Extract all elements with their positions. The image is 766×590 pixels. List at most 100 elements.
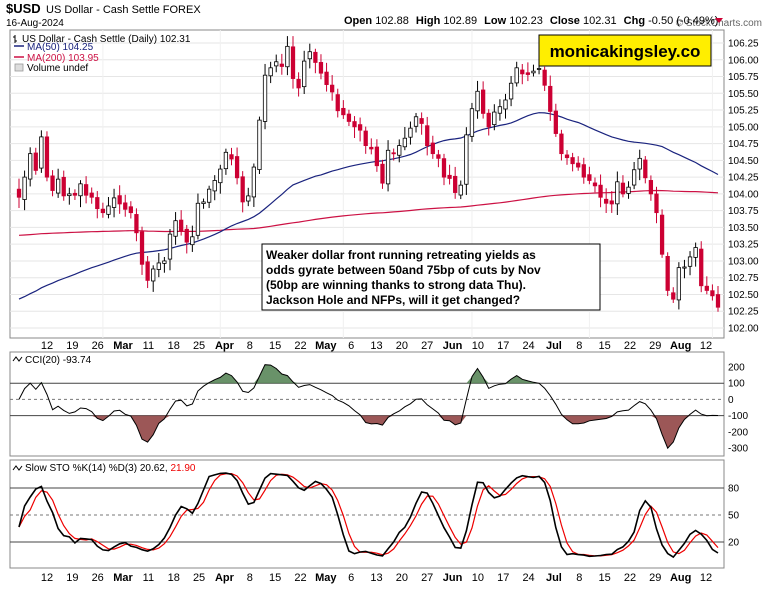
candle-body [56, 178, 61, 194]
x-tick-label-top: 24 [522, 340, 534, 352]
candle-body [665, 256, 670, 291]
candle-body [531, 70, 536, 74]
candle-body [100, 208, 106, 214]
price-y-tick: 104.75 [728, 139, 759, 150]
candle-body [587, 174, 592, 181]
price-y-tick: 103.00 [728, 256, 759, 267]
x-tick-label-top: 22 [624, 340, 636, 352]
price-y-tick: 106.00 [728, 55, 759, 66]
candle-body [357, 124, 363, 131]
price-y-tick: 103.50 [728, 223, 759, 234]
candle-body [408, 127, 413, 138]
x-tick-label-bottom: 8 [576, 572, 582, 584]
candle-body [402, 137, 407, 148]
x-tick-label-top: 29 [649, 340, 661, 352]
cci-y-tick: 0 [728, 395, 734, 406]
candle-body [22, 176, 27, 200]
x-tick-label-top: 18 [168, 340, 180, 352]
candle-body [352, 121, 357, 128]
candle-body [710, 290, 715, 297]
sto-panel [9, 459, 725, 569]
candle-body [481, 89, 486, 114]
candle-body [492, 111, 497, 126]
x-tick-label-top: 6 [348, 340, 354, 352]
candle-body [363, 130, 368, 146]
x-tick-label-bottom: 25 [193, 572, 205, 584]
candle-body [156, 262, 161, 270]
x-tick-label-top: 26 [92, 340, 104, 352]
sto-label: Slow STO %K(14) %D(3) 20.62, 21.90 [25, 463, 196, 474]
x-tick-label-bottom: 17 [497, 572, 509, 584]
candle-body [682, 266, 687, 269]
candle-body [397, 145, 402, 156]
price-y-tick: 105.50 [728, 89, 759, 100]
watermark-box [538, 34, 712, 67]
candle-body [659, 214, 665, 255]
price-y-tick: 105.00 [728, 122, 759, 133]
candle-body [251, 166, 256, 198]
candle-body [111, 197, 117, 208]
chg-down-arrow-icon [715, 18, 723, 23]
candle-body [145, 261, 150, 281]
candle-body [631, 169, 637, 186]
candle-body [380, 163, 385, 184]
x-tick-label-top: 22 [294, 340, 306, 352]
x-tick-label-bottom: Apr [215, 572, 235, 584]
annotation-box [261, 243, 601, 311]
candle-body [167, 233, 173, 260]
candle-body [346, 113, 352, 122]
x-tick-label-top: 8 [576, 340, 582, 352]
candle-body [162, 260, 167, 264]
candle-body [475, 90, 480, 112]
sto-k-line [18, 472, 719, 559]
x-tick-label-bottom: 24 [522, 572, 534, 584]
x-tick-label-bottom: 26 [92, 572, 104, 584]
x-tick-label-bottom: Jun [443, 572, 463, 584]
candle-body [184, 228, 189, 243]
x-tick-label-top: 10 [472, 340, 484, 352]
x-tick-label-bottom: 29 [649, 572, 661, 584]
candle-body [553, 110, 558, 134]
cci-label: CCI(20) -93.74 [25, 355, 92, 366]
candle-body [212, 180, 217, 192]
candle-body [486, 112, 491, 128]
x-tick-label-top: 13 [370, 340, 382, 352]
x-tick-label-bottom: 10 [472, 572, 484, 584]
x-tick-label-bottom: 8 [247, 572, 253, 584]
legend-volume-swatch [14, 63, 24, 72]
candle-body [693, 247, 698, 258]
price-y-tick: 103.25 [728, 240, 759, 251]
candle-body [33, 152, 38, 171]
candle-body [598, 184, 603, 198]
sto-legend-icon [12, 465, 23, 471]
candle-body [704, 285, 709, 291]
candle-body [95, 197, 100, 210]
candle-body [374, 146, 380, 167]
candle-body [83, 184, 89, 196]
candle-body [39, 136, 44, 169]
price-y-tick: 102.25 [728, 307, 759, 318]
x-tick-label-top: 8 [247, 340, 253, 352]
x-tick-label-top: Apr [215, 340, 235, 352]
candle-body [592, 182, 598, 187]
candle-body [469, 108, 475, 137]
candle-body [67, 193, 72, 197]
price-y-tick: 106.25 [728, 39, 759, 50]
candle-body [134, 214, 139, 234]
cci-y-tick: -100 [728, 411, 748, 422]
ma50-line [18, 112, 719, 300]
candle-body [16, 188, 22, 198]
candle-body [246, 195, 251, 202]
candle-body [290, 46, 296, 79]
candle-body [50, 175, 55, 191]
candle-body [699, 248, 704, 287]
x-tick-label-top: Jun [443, 340, 463, 352]
candle-body [89, 192, 94, 198]
x-tick-label-top: Aug [670, 340, 691, 352]
candle-body [576, 162, 581, 168]
candle-body [564, 154, 570, 159]
candle-body [234, 156, 240, 179]
x-tick-label-top: Jul [546, 340, 562, 352]
